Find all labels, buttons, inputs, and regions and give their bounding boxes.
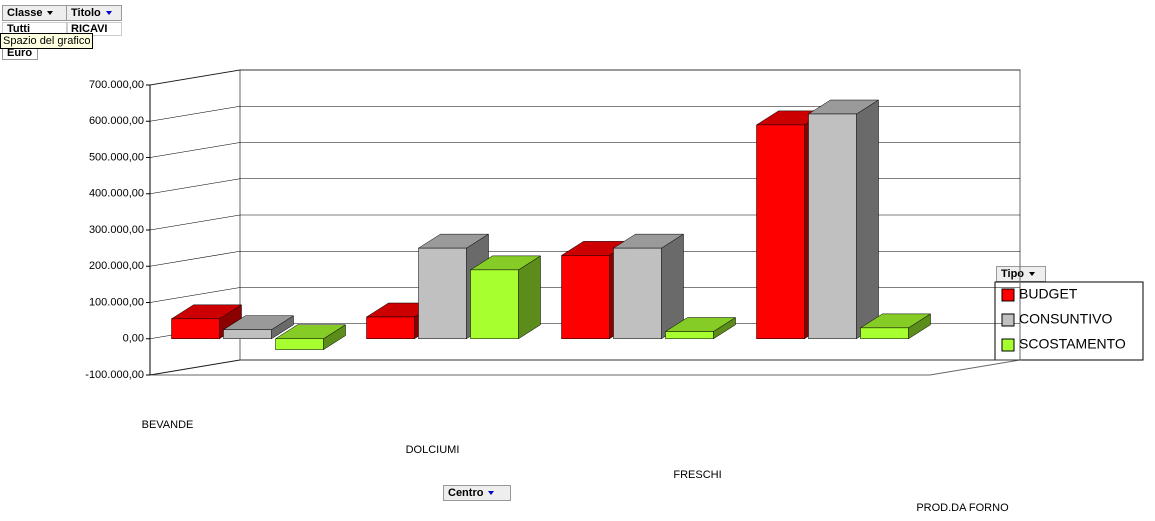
bar-side xyxy=(518,255,541,340)
legend-field-button[interactable]: Tipo xyxy=(996,266,1046,282)
legend-label: BUDGET xyxy=(1019,286,1078,302)
bar xyxy=(470,269,519,339)
legend-swatch xyxy=(1001,313,1015,327)
x-tick-label: FRESCHI xyxy=(673,469,721,481)
y-tick-label: 600.000,00 xyxy=(89,115,144,127)
bar-side xyxy=(856,99,879,340)
legend-label: CONSUNTIVO xyxy=(1019,311,1112,327)
grid-line xyxy=(149,359,241,376)
field-name: Titolo xyxy=(71,7,101,19)
grid-line xyxy=(149,69,241,86)
legend-swatch xyxy=(1001,338,1015,352)
field-name: Centro xyxy=(448,487,484,499)
bar xyxy=(418,247,467,339)
bar xyxy=(860,327,909,339)
x-tick-label: DOLCIUMI xyxy=(406,444,460,456)
grid-line xyxy=(149,250,241,267)
bar xyxy=(275,338,324,350)
bar xyxy=(366,316,415,339)
y-tick-label: 400.000,00 xyxy=(89,188,144,200)
category-field-button[interactable]: Centro xyxy=(443,485,511,501)
field-name: Classe xyxy=(7,7,43,19)
bar xyxy=(223,329,272,339)
grid-line xyxy=(149,142,241,158)
grid-line xyxy=(149,214,241,231)
grid-line xyxy=(149,178,241,195)
x-tick-label: PROD.DA FORNO xyxy=(916,502,1009,514)
filter-value: RICAVI xyxy=(66,22,122,36)
y-tick-label: 700.000,00 xyxy=(89,79,144,91)
bar xyxy=(561,255,610,339)
grid-line xyxy=(149,287,241,303)
legend-swatch xyxy=(1001,288,1015,302)
filter-field-button[interactable]: Titolo xyxy=(66,5,122,21)
y-tick-label: 500.000,00 xyxy=(89,151,144,163)
field-name: Tipo xyxy=(1001,268,1025,280)
y-tick-label: 200.000,00 xyxy=(89,260,144,272)
grid-line xyxy=(149,105,241,122)
x-tick-label: BEVANDE xyxy=(142,419,194,431)
bar xyxy=(808,113,857,339)
legend-label: SCOSTAMENTO xyxy=(1019,336,1126,352)
tooltip: Spazio del grafico xyxy=(0,33,94,49)
filter-field-button[interactable]: Classe xyxy=(2,5,68,21)
floor xyxy=(149,359,1021,376)
bar xyxy=(756,124,805,339)
y-tick-label: 100.000,00 xyxy=(89,296,144,308)
bar xyxy=(171,318,220,339)
y-tick-label: 300.000,00 xyxy=(89,224,144,236)
y-tick-label: -100.000,00 xyxy=(85,369,144,381)
y-tick-label: 0,00 xyxy=(123,333,144,345)
bar xyxy=(665,331,714,339)
bar xyxy=(613,247,662,339)
